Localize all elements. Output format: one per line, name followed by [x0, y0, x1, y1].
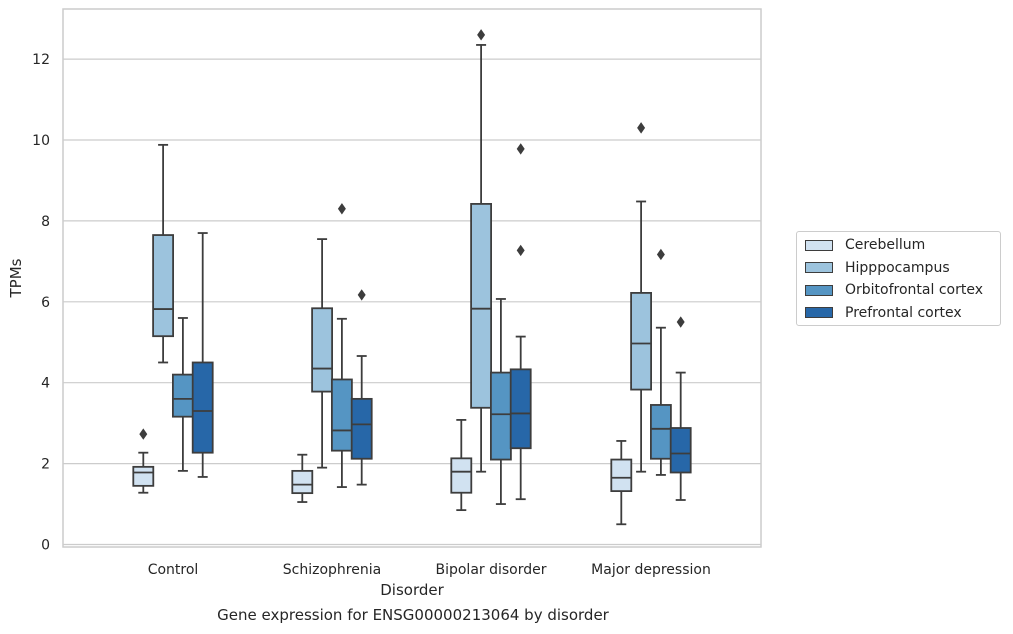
- outlier-point: [637, 122, 646, 134]
- outlier-point: [139, 428, 148, 440]
- outlier-point: [337, 203, 346, 215]
- box-body: [330, 378, 353, 452]
- legend-swatch: [805, 239, 833, 251]
- box-cerebellum: [610, 440, 633, 526]
- legend-item: Prefrontal cortex: [805, 303, 962, 323]
- legend-label: Hipppocampus: [845, 259, 950, 276]
- box-body: [291, 469, 314, 495]
- outlier-point: [676, 316, 685, 328]
- box-cerebellum: [450, 419, 473, 512]
- box-body: [489, 371, 512, 461]
- box-orbitofrontal-cortex: [489, 298, 512, 505]
- box-prefrontal-cortex: [350, 289, 373, 486]
- legend-label: Prefrontal cortex: [845, 304, 962, 321]
- box-hipppocampus: [311, 238, 334, 469]
- legend-swatch: [805, 284, 833, 296]
- box-body: [171, 373, 194, 418]
- box-body: [152, 234, 175, 338]
- box-body: [650, 404, 672, 460]
- box-body: [509, 368, 532, 450]
- box-hipppocampus: [630, 122, 652, 473]
- box-body: [470, 203, 493, 409]
- y-tick-label: 8: [41, 214, 50, 230]
- box-cerebellum: [132, 428, 155, 494]
- box-body: [610, 458, 633, 493]
- box-prefrontal-cortex: [669, 316, 692, 501]
- x-tick-label: Major depression: [591, 562, 711, 578]
- box-orbitofrontal-cortex: [330, 203, 353, 488]
- box-orbitofrontal-cortex: [171, 317, 194, 472]
- x-axis-label: Disorder: [380, 581, 444, 599]
- y-tick-label: 12: [32, 52, 50, 68]
- box-cerebellum: [291, 453, 314, 503]
- legend-label: Cerebellum: [845, 237, 926, 253]
- box-body: [311, 307, 334, 393]
- outlier-point: [656, 248, 665, 261]
- box-body: [191, 361, 214, 454]
- chart-caption: Gene expression for ENSG00000213064 by d…: [217, 606, 609, 624]
- legend: Cerebellum Hipppocampus Orbitofrontal cort…: [796, 231, 1001, 326]
- box-orbitofrontal-cortex: [650, 248, 672, 476]
- legend-item: Orbitofrontal cortex: [805, 280, 983, 300]
- box-body: [630, 292, 652, 391]
- legend-swatch: [805, 262, 833, 273]
- plot-frame: [62, 8, 762, 548]
- y-tick-label: 4: [41, 376, 50, 392]
- x-tick-label: Bipolar disorder: [435, 562, 546, 578]
- y-tick-label: 0: [41, 538, 50, 554]
- outlier-point: [357, 289, 366, 301]
- x-tick-label: Control: [148, 562, 199, 578]
- legend-label: Orbitofrontal cortex: [845, 282, 983, 298]
- outlier-point: [516, 143, 525, 155]
- box-hipppocampus: [152, 143, 175, 364]
- box-hipppocampus: [470, 29, 493, 473]
- box-body: [669, 427, 692, 474]
- outlier-point: [516, 244, 525, 257]
- x-tick-label: Schizophrenia: [283, 562, 381, 578]
- tick-labels: 0 2 4 6 8 10 12 Control Schizophrenia Bipolar dis…: [32, 52, 711, 578]
- box-body: [132, 465, 155, 487]
- box-marks: [132, 29, 692, 526]
- legend-item: Cerebellum: [805, 235, 925, 255]
- box-body: [450, 457, 473, 494]
- y-tick-label: 10: [32, 133, 50, 149]
- outlier-point: [477, 29, 486, 41]
- legend-item: Hipppocampus: [805, 258, 950, 278]
- y-tick-label: 2: [41, 457, 50, 473]
- legend-swatch: [805, 307, 833, 318]
- y-tick-label: 6: [41, 295, 50, 311]
- box-body: [350, 397, 373, 460]
- y-axis-label: TPMs: [7, 258, 25, 298]
- box-prefrontal-cortex: [191, 232, 214, 478]
- box-prefrontal-cortex: [509, 143, 532, 501]
